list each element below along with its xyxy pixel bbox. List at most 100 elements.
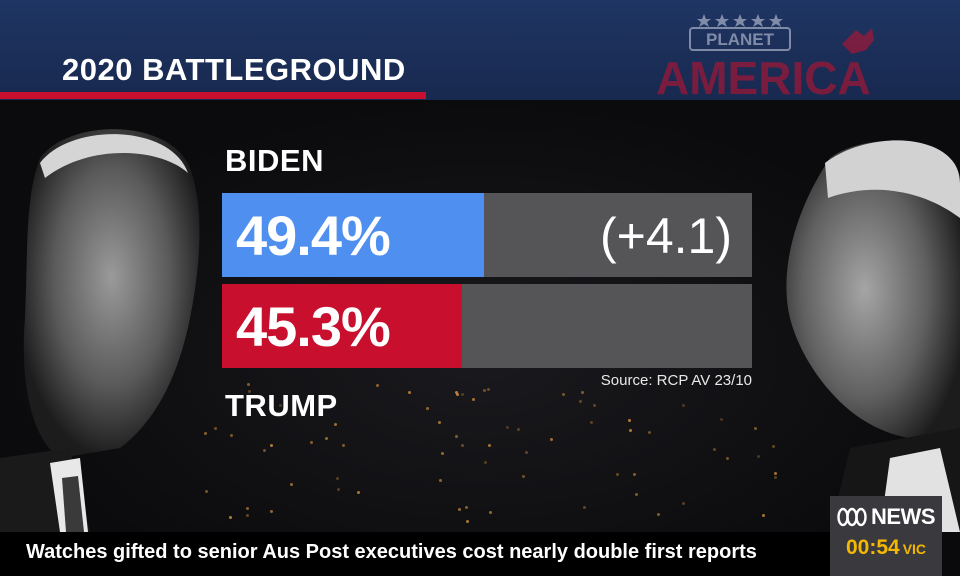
- biden-portrait: [0, 129, 200, 532]
- biden-bar-track: 49.4% (+4.1): [222, 193, 752, 277]
- ember-speck: [248, 389, 252, 393]
- ticker-headline: Watches gifted to senior Aus Post execut…: [26, 541, 757, 563]
- ember-speck: [461, 393, 465, 397]
- ember-speck: [681, 502, 685, 506]
- ember-speck: [461, 443, 465, 447]
- ember-speck: [517, 427, 521, 431]
- ember-speck: [725, 456, 729, 460]
- logo-line2: AMERICA: [656, 52, 871, 102]
- graphic-title: 2020 BATTLEGROUND: [62, 52, 406, 87]
- logo-stars: [697, 14, 783, 27]
- ember-speck: [246, 514, 250, 518]
- ember-speck: [376, 384, 380, 388]
- trump-portrait: [786, 140, 960, 532]
- news-wordmark: NEWS: [871, 504, 936, 529]
- ember-speck: [337, 487, 341, 491]
- ember-speck: [774, 475, 778, 479]
- trump-bar: 45.3%: [222, 284, 462, 368]
- ember-speck: [648, 430, 652, 434]
- ember-speck: [441, 452, 445, 456]
- ember-speck: [582, 506, 586, 510]
- trump-value-label: 45.3%: [236, 295, 391, 358]
- ember-speck: [615, 472, 619, 476]
- ember-speck: [439, 478, 443, 482]
- ember-speck: [457, 507, 461, 511]
- ember-speck: [489, 511, 493, 515]
- news-ticker: Watches gifted to senior Aus Post execut…: [0, 532, 830, 576]
- ember-speck: [756, 454, 760, 458]
- ember-speck: [635, 493, 639, 497]
- ember-speck: [324, 437, 328, 441]
- ember-speck: [408, 391, 412, 395]
- ember-speck: [341, 444, 345, 448]
- ember-speck: [521, 474, 525, 478]
- ember-speck: [247, 383, 251, 387]
- biden-label: BIDEN: [225, 143, 324, 178]
- ember-speck: [472, 398, 476, 402]
- ember-speck: [589, 420, 593, 424]
- channel-bug: NEWS 00:54 VIC: [830, 496, 942, 576]
- ember-speck: [263, 449, 267, 453]
- biden-value-label: 49.4%: [236, 204, 391, 267]
- ember-speck: [333, 422, 337, 426]
- clock: 00:54 VIC: [830, 536, 942, 570]
- ember-speck: [486, 387, 490, 391]
- ember-speck: [438, 421, 442, 425]
- header-band: [0, 0, 960, 100]
- abc-news-brand: NEWS: [830, 500, 942, 534]
- ember-speck: [627, 418, 631, 422]
- ember-speck: [269, 510, 273, 514]
- ember-speck: [229, 516, 233, 520]
- source-note: Source: RCP AV 23/10: [600, 372, 752, 389]
- trump-label: TRUMP: [225, 388, 338, 423]
- ember-speck: [487, 443, 491, 447]
- ember-speck: [204, 489, 208, 493]
- ember-speck: [719, 418, 723, 422]
- ember-speck: [455, 390, 459, 394]
- ember-speck: [309, 440, 313, 444]
- ember-speck: [454, 434, 458, 438]
- ember-speck: [204, 432, 208, 436]
- title-underline: [0, 92, 426, 99]
- ember-speck: [483, 389, 487, 393]
- ember-speck: [774, 472, 778, 476]
- ember-speck: [230, 433, 233, 437]
- ember-speck: [245, 507, 249, 511]
- ember-speck: [561, 392, 565, 396]
- ember-speck: [771, 444, 775, 448]
- ember-speck: [484, 461, 488, 465]
- ember-speck: [712, 448, 716, 452]
- ember-speck: [465, 520, 469, 524]
- biden-bar: 49.4%: [222, 193, 484, 277]
- ember-speck: [464, 506, 468, 510]
- planet-america-logo: PLANET AMERICA: [656, 14, 874, 102]
- trump-bar-track: 45.3%: [222, 284, 752, 368]
- ember-speck: [549, 438, 553, 442]
- ember-speck: [425, 406, 429, 410]
- ember-speck: [289, 482, 293, 486]
- ember-speck: [336, 477, 340, 481]
- ember-speck: [506, 425, 510, 429]
- ember-speck: [279, 403, 283, 407]
- logo-map-shape: [842, 28, 874, 54]
- ember-speck: [681, 404, 685, 408]
- logo-line1: PLANET: [706, 30, 775, 49]
- ember-speck: [592, 404, 596, 408]
- ember-speck: [581, 391, 585, 395]
- abc-lissajous-icon: [837, 507, 867, 527]
- ember-speck: [356, 491, 360, 495]
- ember-speck: [455, 392, 459, 396]
- ember-speck: [578, 399, 582, 403]
- clock-zone: VIC: [902, 541, 927, 557]
- ember-speck: [628, 428, 632, 432]
- lead-margin-label: (+4.1): [599, 208, 732, 264]
- clock-time: 00:54: [845, 536, 900, 559]
- ember-speck: [656, 512, 660, 516]
- ember-speck: [633, 472, 637, 476]
- ember-speck: [761, 514, 765, 518]
- ember-speck: [213, 426, 217, 430]
- ember-speck: [270, 444, 274, 448]
- ember-speck: [525, 450, 529, 454]
- ember-speck: [754, 427, 757, 431]
